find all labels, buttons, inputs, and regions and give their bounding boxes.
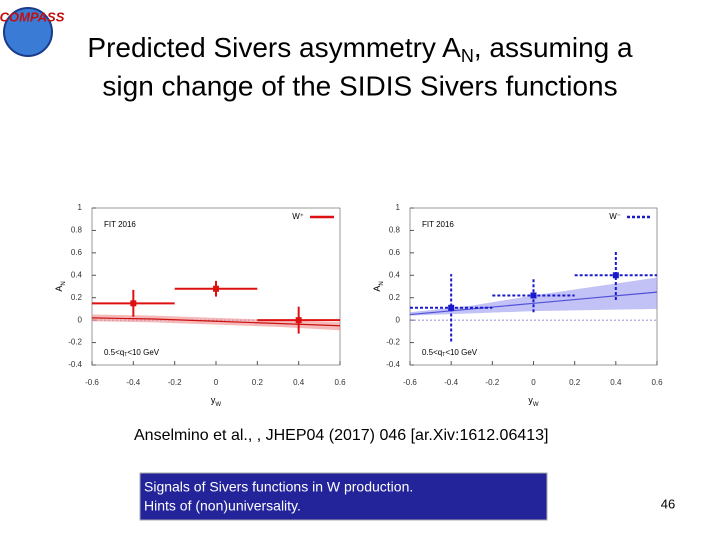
x-tick-label: -0.4 [126, 378, 140, 387]
y-tick-label: 0.6 [71, 248, 83, 257]
data-point [213, 285, 219, 292]
y-axis-label-sub: N [61, 281, 67, 285]
y-tick-label: 0.4 [389, 270, 401, 279]
x-tick-label: 0 [531, 378, 536, 387]
x-tick-label: 0.6 [334, 378, 346, 387]
y-tick-label: 1 [78, 203, 83, 212]
logo-globe [3, 7, 53, 57]
data-point [130, 300, 137, 307]
y-tick-label: 0 [78, 315, 83, 324]
title-part: , assuming a [474, 32, 633, 63]
title-line2: sign change of the SIDIS Sivers function… [102, 70, 617, 101]
x-axis-label-main: y [211, 395, 216, 405]
x-tick-label: -0.6 [85, 378, 99, 387]
x-tick-label: -0.6 [403, 378, 417, 387]
y-axis-label: AN [372, 281, 384, 291]
y-tick-label: -0.4 [386, 360, 400, 369]
x-axis-label: yW [211, 395, 222, 407]
y-axis-label-main: A [54, 286, 64, 292]
note-box [139, 472, 548, 521]
note-line: Hints of (non)universality. [144, 498, 301, 514]
note-line: Signals of Sivers functions in W product… [144, 479, 413, 495]
data-point [295, 317, 302, 324]
y-tick-label: 0.2 [71, 293, 83, 302]
y-tick-label: 0.4 [71, 270, 83, 279]
y-tick-label: -0.2 [386, 338, 400, 347]
cut-sub: T [124, 352, 127, 358]
x-tick-label: 0.2 [569, 378, 581, 387]
y-tick-label: 0.6 [389, 248, 401, 257]
cut-part: <10 GeV [127, 348, 159, 357]
cut-label: 0.5<qT<10 GeV [422, 348, 478, 358]
x-tick-label: -0.2 [485, 378, 499, 387]
logo-text: COMPASS [0, 9, 65, 24]
x-tick-label: 0.4 [293, 378, 305, 387]
data-point [530, 292, 537, 299]
x-tick-label: 0 [214, 378, 219, 387]
title-line1: Predicted Sivers asymmetry AN, assuming … [87, 32, 633, 65]
x-tick-label: -0.4 [444, 378, 458, 387]
x-tick-label: 0.6 [651, 378, 663, 387]
cut-label: 0.5<qT<10 GeV [104, 348, 160, 358]
citation: Anselmino et al., , JHEP04 (2017) 046 [a… [134, 427, 548, 444]
annotation: FIT 2016 [422, 220, 454, 229]
y-tick-label: -0.2 [68, 338, 82, 347]
chart: -0.4-0.200.20.40.60.81-0.6 -0.4 -0.2 0 0.2 0.… [54, 203, 346, 407]
x-tick-label: 0.2 [252, 378, 264, 387]
x-tick-label: 0.4 [610, 378, 622, 387]
y-tick-label: 1 [396, 203, 401, 212]
x-axis-label-sub: W [533, 402, 539, 408]
x-axis-label: yW [528, 395, 539, 407]
x-axis-label-main: y [528, 395, 533, 405]
x-axis-label-sub: W [215, 402, 221, 408]
y-tick-label: 0.8 [71, 226, 83, 235]
page-number: 46 [661, 496, 675, 511]
theory-band [92, 314, 340, 331]
y-tick-label: 0.2 [389, 293, 401, 302]
cut-part: <10 GeV [445, 348, 477, 357]
cut-part: 0.5<q [104, 348, 124, 357]
chart: -0.4-0.200.20.40.60.81-0.6 -0.4 -0.2 0 0.2 0.… [372, 203, 663, 407]
logo: COMPASS [0, 7, 65, 57]
cut-part: 0.5<q [422, 348, 442, 357]
title-part: Predicted Sivers asymmetry A [87, 32, 461, 63]
cut-sub: T [442, 352, 445, 358]
legend-label: W⁺ [292, 212, 304, 221]
y-tick-label: 0.8 [389, 226, 401, 235]
x-tick-label: -0.2 [168, 378, 182, 387]
charts: -0.4-0.200.20.40.60.81-0.6 -0.4 -0.2 0 0.2 0.… [54, 203, 663, 407]
data-point [448, 304, 455, 311]
title-sub: N [461, 46, 474, 66]
y-axis-label: AN [54, 281, 66, 291]
y-tick-label: 0 [396, 315, 401, 324]
annotation: FIT 2016 [104, 220, 136, 229]
legend-label: W⁻ [609, 212, 621, 221]
y-axis-label-main: A [372, 286, 382, 292]
data-point [612, 272, 619, 279]
y-tick-label: -0.4 [68, 360, 82, 369]
y-axis-label-sub: N [379, 281, 385, 285]
